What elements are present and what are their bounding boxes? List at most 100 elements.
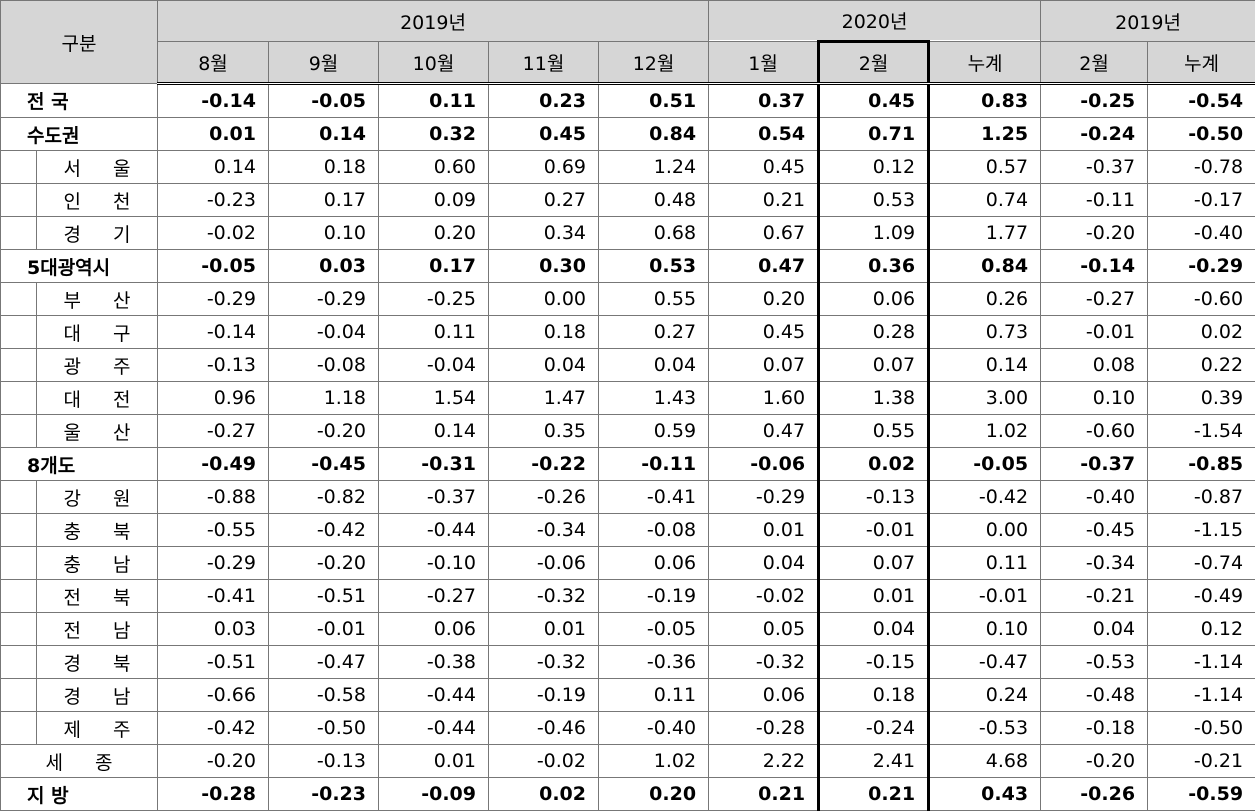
cell-value: 0.10 [928,612,1042,646]
row-label-text: 경 남 [36,679,157,711]
cell-value: 0.47 [708,249,820,283]
cell-value: -0.51 [268,579,379,613]
row-label-text: 제 주 [36,712,157,744]
cell-value: 0.60 [378,150,489,184]
cell-value: -0.29 [157,282,269,316]
cell-value: 0.04 [708,546,820,580]
cell-value: -0.14 [157,315,269,349]
cell-value: -0.20 [157,744,269,778]
cell-value: -0.02 [488,744,599,778]
cell-value: 2.41 [817,744,931,778]
cell-value: -0.24 [817,711,931,745]
cell-value: -0.44 [378,678,489,712]
cell-value: 0.43 [928,777,1042,811]
cell-value: -1.14 [1147,645,1255,679]
cell-value: -0.27 [1040,282,1149,316]
cell-value: 0.71 [817,117,931,151]
cell-value: 1.02 [928,414,1042,448]
cell-value: -0.85 [1147,447,1255,481]
table-row: 전 국 -0.14 -0.05 0.11 0.23 0.51 0.37 0.45 0.83 -0.… [0,83,1255,118]
table-row: 전 남 0.03 -0.01 0.06 0.01 -0.05 0.05 0.04 0.10 0.0… [0,612,1255,646]
row-label: 지 방 [0,777,158,811]
cell-value: 0.17 [378,249,489,283]
cell-value: 0.69 [488,150,599,184]
cell-value: 0.45 [708,150,820,184]
cell-value: -0.46 [488,711,599,745]
table-row: 지 방 -0.28 -0.23 -0.09 0.02 0.20 0.21 0.21 0.43 -0… [0,777,1255,811]
cell-value: 0.45 [708,315,820,349]
header-row: 구분 2019년 2020년 2019년 [0,0,1255,84]
table-row: 부 산 -0.29 -0.29 -0.25 0.00 0.55 0.20 0.06 0.26 -0… [0,282,1255,316]
row-label-text: 충 남 [36,547,157,579]
cell-value: 0.51 [597,83,710,118]
cell-value: -0.50 [1147,117,1255,151]
cell-value: 0.21 [708,777,820,811]
cell-value: 0.00 [488,282,599,316]
cell-value: 0.17 [268,183,379,217]
cell-value: -0.54 [1147,83,1255,118]
cell-value: -0.02 [157,216,269,250]
cell-value: 0.55 [597,282,710,316]
cell-value: 0.06 [378,612,489,646]
cell-value: -0.24 [1040,117,1149,151]
cell-value: -0.06 [708,447,820,481]
row-label-text: 울 산 [36,415,157,447]
cell-value: -0.20 [268,546,379,580]
table-row: 경 기 -0.02 0.10 0.20 0.34 0.68 0.67 1.09 1.77 -0.2… [0,216,1255,250]
row-label-text: 전 남 [36,613,157,645]
cell-value: -0.25 [378,282,489,316]
row-label-text: 강 원 [36,481,157,513]
cell-value: -0.20 [1040,216,1149,250]
group-header: 2020년 [708,0,1042,42]
cell-value: -0.78 [1147,150,1255,184]
column-header: 8월 [157,41,269,85]
row-label: 강 원 [0,480,158,514]
cell-value: -0.19 [597,579,710,613]
row-label-text: 부 산 [36,283,157,315]
cell-value: -0.87 [1147,480,1255,514]
row-label: 부 산 [0,282,158,316]
header-row: 8월 9월 10월 11월 12월 1월 2월 누계 2월 누계 [1,40,1255,85]
table-row: 대 구 -0.14 -0.04 0.11 0.18 0.27 0.45 0.28 0.73 -0.… [0,315,1255,349]
cell-value: -0.31 [378,447,489,481]
column-header: 10월 [378,41,489,85]
cell-value: 0.48 [597,183,710,217]
row-label-text: 서 울 [36,151,157,183]
cell-value: -0.50 [268,711,379,745]
cell-value: -0.27 [157,414,269,448]
cell-value: 0.36 [817,249,931,283]
cell-value: -0.50 [1147,711,1255,745]
row-label: 제 주 [0,711,158,745]
cell-value: -0.32 [708,645,820,679]
cell-value: 1.25 [928,117,1042,151]
row-label-text: 경 북 [36,646,157,678]
cell-value: 0.20 [597,777,710,811]
row-label: 수도권 [0,117,158,151]
cell-value: 0.35 [488,414,599,448]
row-label: 인 천 [0,183,158,217]
row-label: 충 북 [0,513,158,547]
cell-value: 0.27 [488,183,599,217]
cell-value: -0.59 [1147,777,1255,811]
cell-value: 0.27 [597,315,710,349]
cell-value: 0.67 [708,216,820,250]
cell-value: -0.40 [1040,480,1149,514]
cell-value: 0.10 [1040,381,1149,415]
cell-value: 0.55 [817,414,931,448]
row-label: 전 남 [0,612,158,646]
group-header: 2019년 [156,0,710,42]
cell-value: 3.00 [928,381,1042,415]
cell-value: 0.14 [157,150,269,184]
cell-value: -0.60 [1040,414,1149,448]
row-label: 세 종 [0,744,158,778]
cell-value: -0.37 [1040,447,1149,481]
cell-value: 0.04 [597,348,710,382]
row-label: 전 북 [0,579,158,613]
cell-value: 0.05 [708,612,820,646]
cell-value: -0.42 [268,513,379,547]
cell-value: -0.88 [157,480,269,514]
cell-value: -0.36 [597,645,710,679]
cell-value: 0.47 [708,414,820,448]
cell-value: -0.20 [1040,744,1149,778]
